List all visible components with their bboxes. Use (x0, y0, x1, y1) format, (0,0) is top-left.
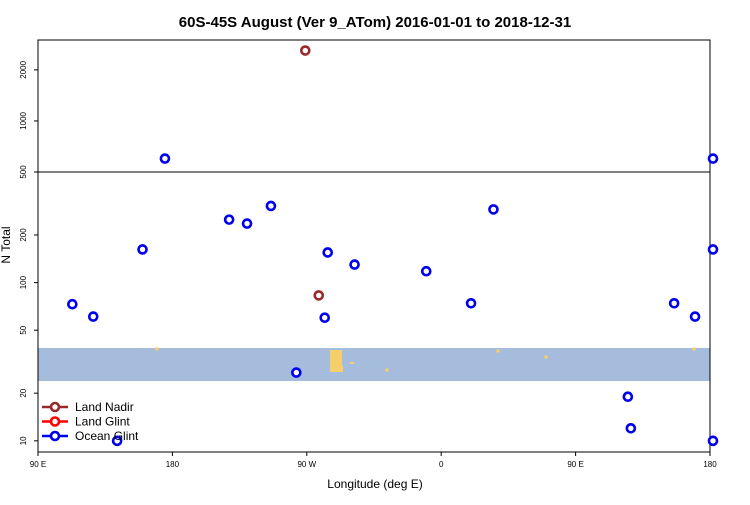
y-tick-label: 10 (19, 436, 28, 445)
data-point (137, 244, 148, 255)
x-tick-label: 90 W (297, 460, 316, 469)
x-tick-label: 180 (703, 460, 717, 469)
data-point (159, 153, 171, 164)
data-points (67, 45, 719, 447)
data-point (420, 265, 432, 277)
y-tick-label: 20 (19, 388, 28, 397)
data-point (668, 297, 680, 309)
x-axis-label: Longitude (deg E) (327, 477, 422, 491)
data-point (300, 45, 311, 56)
y-tick-label: 500 (19, 165, 28, 179)
x-tick-label: 0 (439, 460, 444, 469)
data-point (488, 204, 499, 215)
land-speck (496, 349, 500, 353)
x-tick-label: 90 E (567, 460, 583, 469)
data-point (87, 311, 99, 322)
data-point (322, 247, 334, 258)
land-speck (544, 355, 548, 359)
x-tick-label: 90 E (30, 460, 46, 469)
x-axis-ticks: 90 E 180 90 W 0 90 E 180 (30, 452, 717, 469)
legend-marker (49, 416, 61, 427)
legend-label: Land Nadir (75, 400, 134, 414)
legend-marker (49, 430, 61, 442)
legend-marker (49, 401, 61, 413)
data-point (689, 311, 701, 322)
y-tick-label: 2000 (19, 60, 28, 78)
data-point (707, 153, 719, 164)
y-axis-label: N Total (0, 226, 13, 263)
data-point (265, 200, 277, 212)
data-point (707, 244, 719, 255)
land-speck (385, 368, 389, 372)
data-point (223, 214, 235, 225)
legend-label: Ocean Glint (75, 429, 139, 443)
map-strip (38, 347, 710, 381)
data-point (707, 435, 719, 447)
land-mass (337, 366, 343, 372)
data-point (625, 423, 637, 434)
y-axis-ticks: 10 20 50 100 200 500 1000 2000 (19, 60, 38, 445)
y-tick-label: 200 (19, 228, 28, 242)
data-point (349, 259, 360, 270)
data-point (313, 290, 325, 301)
data-point (241, 218, 253, 229)
land-speck (155, 347, 159, 351)
ocean-band (38, 348, 710, 381)
data-point (319, 312, 331, 324)
legend-label: Land Glint (75, 415, 130, 429)
data-point (67, 298, 78, 310)
land-speck (692, 347, 696, 351)
land-mass (350, 362, 354, 364)
x-tick-label: 180 (166, 460, 180, 469)
data-point (622, 391, 634, 403)
y-tick-label: 1000 (19, 111, 28, 129)
data-point (111, 435, 123, 447)
data-point (291, 367, 302, 378)
y-tick-label: 50 (19, 325, 28, 334)
y-tick-label: 100 (19, 275, 28, 289)
chart-title: 60S-45S August (Ver 9_ATom) 2016-01-01 t… (179, 14, 571, 31)
data-point (465, 297, 477, 309)
